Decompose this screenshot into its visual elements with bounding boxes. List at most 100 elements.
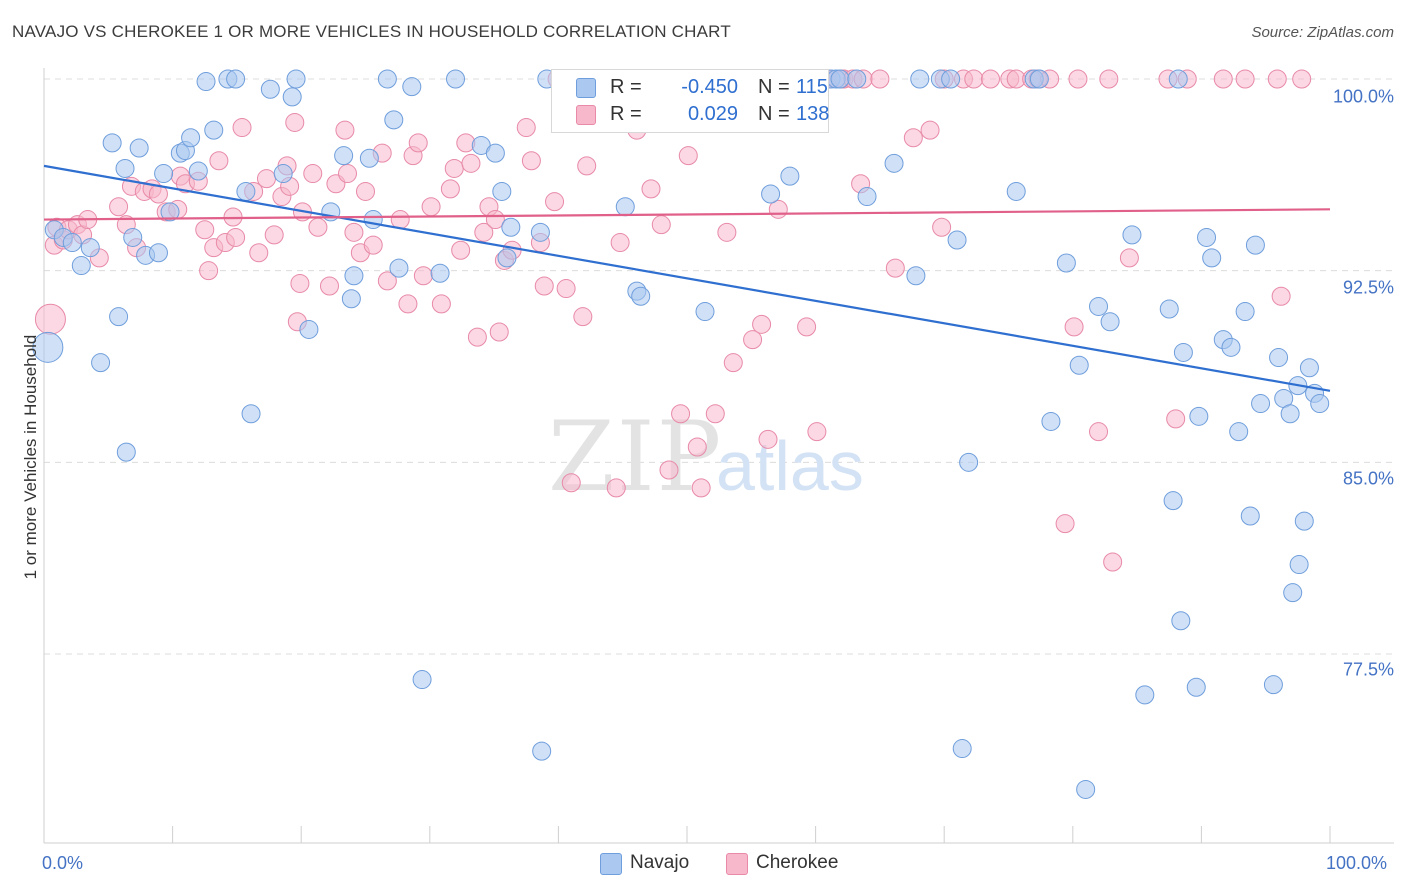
navajo-point bbox=[485, 143, 505, 163]
cherokee-point bbox=[545, 192, 565, 212]
cherokee-point bbox=[561, 473, 581, 493]
navajo-point bbox=[1269, 348, 1289, 368]
cherokee-point bbox=[1166, 409, 1186, 429]
navajo-n-value: 115 bbox=[796, 76, 828, 98]
navajo-point bbox=[204, 120, 224, 140]
navajo-point bbox=[761, 184, 781, 204]
navajo-point bbox=[947, 230, 967, 250]
cherokee-point bbox=[1064, 317, 1084, 337]
cherokee-point bbox=[249, 243, 269, 263]
navajo-point bbox=[1240, 506, 1260, 526]
navajo-point bbox=[236, 181, 256, 201]
cherokee-r-value: 0.029 bbox=[687, 103, 738, 125]
cherokee-point bbox=[610, 233, 630, 253]
cherokee-point bbox=[723, 353, 743, 373]
cherokee-r-label: R = bbox=[610, 103, 642, 125]
navajo-point bbox=[363, 210, 383, 230]
cherokee-point bbox=[398, 294, 418, 314]
cherokee-point bbox=[195, 220, 215, 240]
navajo-point bbox=[906, 266, 926, 286]
navajo-legend-label: Navajo bbox=[630, 852, 690, 873]
trend-lines bbox=[43, 164, 1331, 392]
navajo-point bbox=[129, 138, 149, 158]
navajo-point bbox=[241, 404, 261, 424]
navajo-point bbox=[196, 72, 216, 92]
navajo-point bbox=[188, 161, 208, 181]
navajo-point bbox=[260, 79, 280, 99]
cherokee-point bbox=[1271, 286, 1291, 306]
navajo-point bbox=[1159, 299, 1179, 319]
cherokee-point bbox=[34, 303, 66, 335]
cherokee-point bbox=[1267, 69, 1287, 89]
cherokee-point bbox=[717, 222, 737, 242]
navajo-point bbox=[334, 146, 354, 166]
cherokee-point bbox=[256, 169, 276, 189]
navajo-point bbox=[344, 266, 364, 286]
navajo-point bbox=[1029, 69, 1049, 89]
cherokee-point bbox=[606, 478, 626, 498]
navajo-point bbox=[1221, 337, 1241, 357]
x-tick-label-min: 0.0% bbox=[42, 853, 84, 873]
navajo-point bbox=[71, 256, 91, 276]
cherokee-point bbox=[797, 317, 817, 337]
navajo-n-label: N = bbox=[758, 76, 790, 98]
y-tick-label-92-5: 92.5% bbox=[1342, 277, 1394, 298]
navajo-point bbox=[941, 69, 961, 89]
cherokee-point bbox=[444, 158, 464, 178]
cherokee-point bbox=[356, 181, 375, 201]
navajo-point bbox=[959, 452, 979, 472]
cherokee-point bbox=[752, 314, 772, 334]
cherokee-point bbox=[344, 222, 364, 242]
cherokee-point bbox=[1068, 69, 1088, 89]
navajo-point bbox=[91, 353, 111, 373]
axes bbox=[43, 68, 1394, 844]
cherokee-point bbox=[691, 478, 711, 498]
navajo-point bbox=[830, 69, 850, 89]
cherokee-point bbox=[687, 437, 707, 457]
cherokee-swatch bbox=[576, 105, 596, 125]
navajo-point bbox=[910, 69, 930, 89]
cherokee-point bbox=[1099, 69, 1119, 89]
navajo-point bbox=[109, 307, 129, 327]
stats-legend: R = -0.450 N = 115 R = 0.029 N = 138 bbox=[551, 69, 829, 133]
navajo-point bbox=[299, 319, 319, 339]
cherokee-point bbox=[226, 227, 246, 247]
navajo-point bbox=[1168, 69, 1188, 89]
navajo-point bbox=[384, 110, 404, 130]
cherokee-point bbox=[932, 217, 952, 237]
navajo-point bbox=[1245, 235, 1265, 255]
cherokee-point bbox=[461, 153, 481, 173]
cherokee-point bbox=[285, 112, 305, 132]
navajo-point bbox=[530, 222, 550, 242]
y-tick-label-100: 100.0% bbox=[1332, 86, 1394, 107]
navajo-point bbox=[1135, 685, 1155, 705]
cherokee-point bbox=[467, 327, 487, 347]
cherokee-point bbox=[521, 151, 541, 171]
navajo-point bbox=[32, 331, 64, 363]
cherokee-point bbox=[209, 151, 229, 171]
navajo-point bbox=[952, 739, 972, 759]
navajo-point bbox=[1076, 779, 1096, 799]
navajo-point bbox=[80, 238, 100, 258]
cherokee-point bbox=[440, 179, 460, 199]
navajo-point bbox=[1283, 583, 1303, 603]
navajo-point bbox=[1289, 555, 1309, 575]
cherokee-point bbox=[1089, 422, 1109, 442]
navajo-point bbox=[359, 148, 379, 168]
cherokee-point bbox=[758, 429, 778, 449]
navajo-point bbox=[492, 181, 512, 201]
navajo-point bbox=[1299, 358, 1319, 378]
navajo-r-value: -0.450 bbox=[681, 76, 738, 98]
cherokee-point bbox=[651, 215, 671, 235]
cherokee-point bbox=[1119, 248, 1139, 268]
chart-title: NAVAJO VS CHEROKEE 1 OR MORE VEHICLES IN… bbox=[12, 22, 731, 41]
navajo-point bbox=[341, 289, 361, 309]
cherokee-point bbox=[534, 276, 554, 296]
navajo-point bbox=[102, 133, 122, 153]
navajo-r-label: R = bbox=[610, 76, 642, 98]
cherokee-point bbox=[431, 294, 451, 314]
navajo-point bbox=[532, 741, 552, 761]
navajo-point bbox=[615, 197, 635, 217]
cherokee-point bbox=[232, 118, 252, 138]
